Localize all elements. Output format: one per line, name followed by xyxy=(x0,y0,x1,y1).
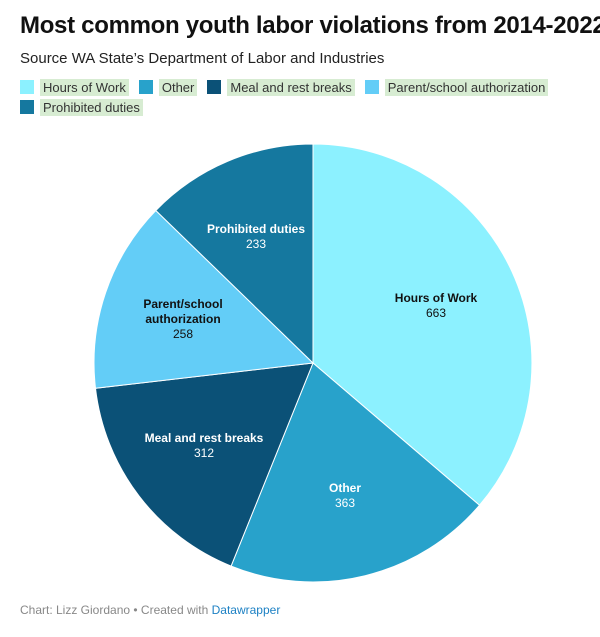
slice-label-hours-of-work: Hours of Work 663 xyxy=(395,291,477,321)
slice-label-parent-school-authorization: Parent/school authorization 258 xyxy=(143,297,222,342)
legend-item-parent-school-authorization: Parent/school authorization xyxy=(364,78,549,96)
legend-item-other: Other xyxy=(138,78,198,96)
legend-item-hours-of-work: Hours of Work xyxy=(20,78,129,96)
slice-other[interactable] xyxy=(230,362,481,583)
slice-label-other: Other 363 xyxy=(329,481,361,511)
slice-name: Hours of Work xyxy=(394,291,478,305)
slice-name-line1: Parent/school xyxy=(143,297,223,311)
legend-swatch xyxy=(20,100,34,114)
slice-name: Other xyxy=(328,481,362,495)
legend-swatch xyxy=(20,80,34,94)
chart-subtitle: Source WA State’s Department of Labor an… xyxy=(20,50,385,67)
footer-credit: Chart: Lizz Giordano • Created with Data… xyxy=(20,603,280,617)
slice-meal-and-rest-breaks[interactable] xyxy=(94,362,314,567)
slice-value: 258 xyxy=(172,327,194,341)
legend-label: Other xyxy=(158,78,198,96)
legend-label: Meal and rest breaks xyxy=(227,78,355,96)
legend: Hours of Work Other Meal and rest breaks… xyxy=(20,78,580,116)
slice-value: 663 xyxy=(425,306,447,320)
slice-label-meal-and-rest-breaks: Meal and rest breaks 312 xyxy=(145,431,264,461)
slice-name: Meal and rest breaks xyxy=(144,431,264,445)
legend-label: Hours of Work xyxy=(40,78,129,96)
slice-parent-school-authorization[interactable] xyxy=(93,209,315,389)
legend-label: Parent/school authorization xyxy=(384,78,549,96)
legend-label: Prohibited duties xyxy=(40,98,143,116)
legend-swatch xyxy=(207,80,222,94)
slice-value: 312 xyxy=(193,446,215,460)
legend-item-prohibited-duties: Prohibited duties xyxy=(20,98,143,116)
slice-name-line2: authorization xyxy=(145,312,221,326)
legend-swatch xyxy=(364,80,379,94)
datawrapper-link[interactable]: Datawrapper xyxy=(211,603,281,617)
chart-title: Most common youth labor violations from … xyxy=(20,12,600,39)
legend-swatch xyxy=(138,80,153,94)
slice-value: 233 xyxy=(245,237,267,251)
slice-hours-of-work[interactable] xyxy=(312,143,533,506)
slice-value: 363 xyxy=(334,496,356,510)
footer-credit-text: Chart: Lizz Giordano • Created with xyxy=(20,603,212,617)
slice-label-prohibited-duties: Prohibited duties 233 xyxy=(207,222,305,252)
slice-name: Prohibited duties xyxy=(206,222,306,236)
slice-prohibited-duties[interactable] xyxy=(155,143,314,365)
legend-item-meal-and-rest-breaks: Meal and rest breaks xyxy=(207,78,355,96)
